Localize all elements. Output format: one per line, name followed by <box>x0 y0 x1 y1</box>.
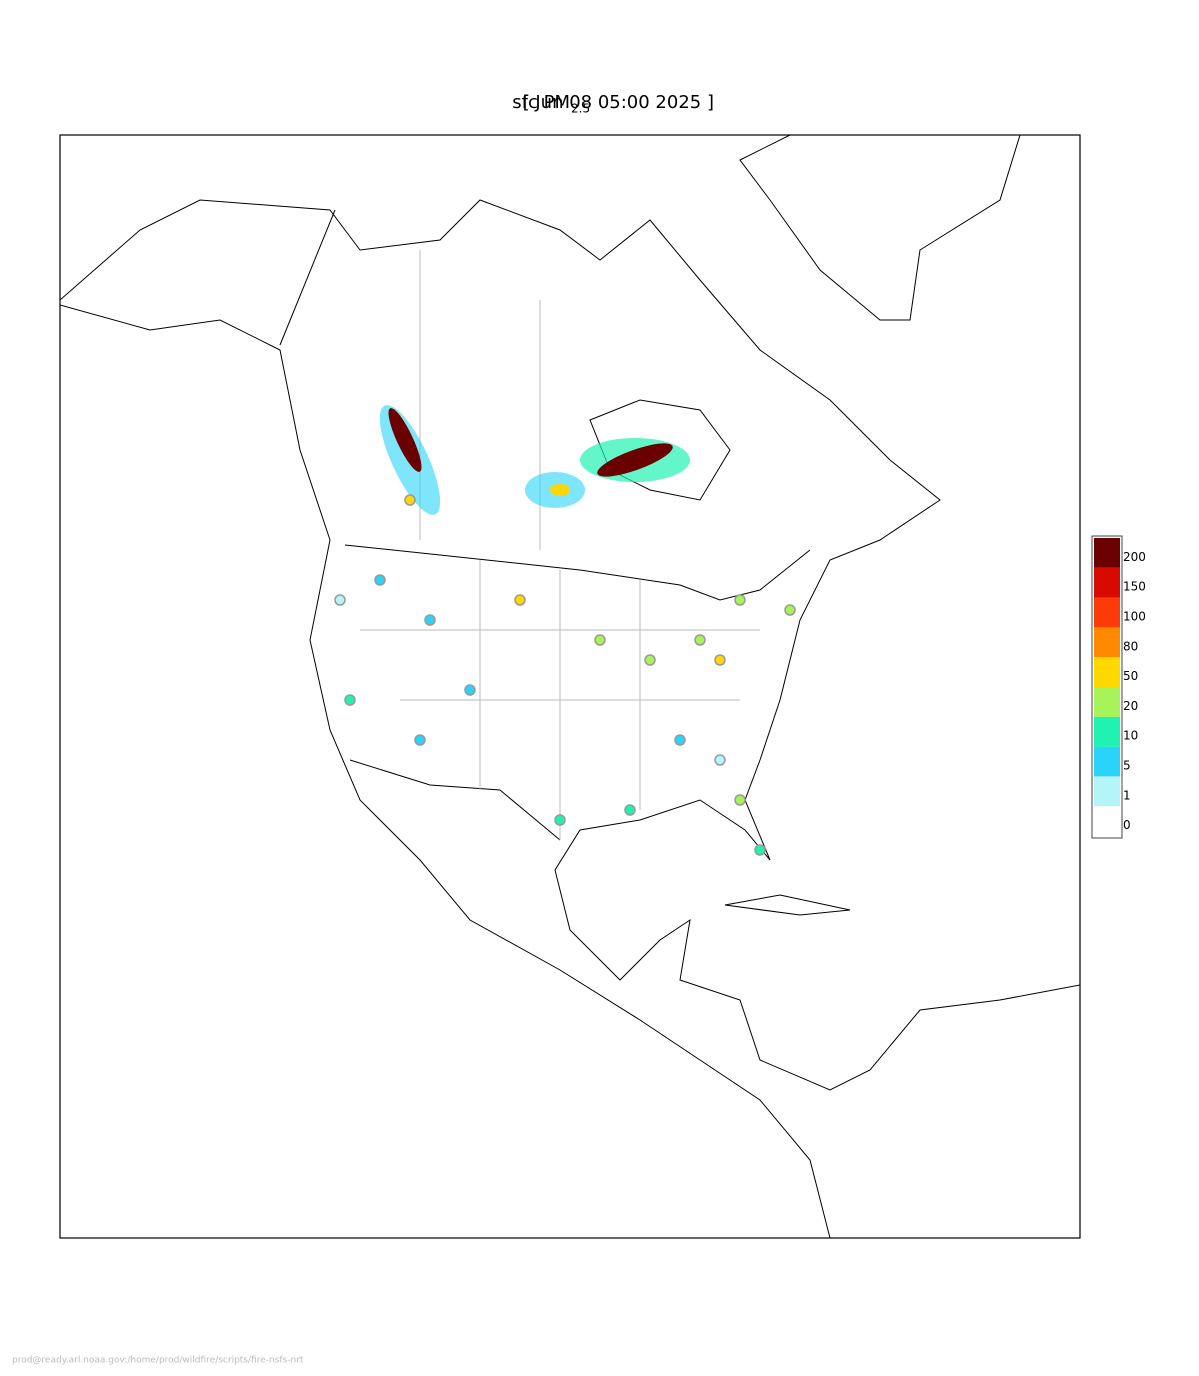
colorbar-label: 20 <box>1123 699 1138 713</box>
colorbar-swatch <box>1094 627 1120 658</box>
colorbar-swatch <box>1094 716 1120 747</box>
colorbar-swatch <box>1094 538 1120 568</box>
title-time: [ Jun 08 05:00 2025 ] <box>523 92 714 113</box>
map-frame <box>59 134 1081 1239</box>
colorbar-label: 0 <box>1123 818 1131 832</box>
colorbar-swatch <box>1094 567 1120 598</box>
colorbar-label: 10 <box>1123 729 1138 743</box>
cuba <box>724 894 851 916</box>
colorbar: 0 1 5 10 20 50 80 100 150 200 <box>1091 535 1146 839</box>
country-border <box>279 209 811 841</box>
colorbar-swatch <box>1094 776 1120 807</box>
colorbar-frame <box>1091 535 1123 839</box>
footer: prod@ready.arl.noaa.gov:/home/prod/wildf… <box>12 1356 304 1366</box>
stations <box>334 494 796 856</box>
colorbar-swatch <box>1094 746 1120 777</box>
colorbar-swatch <box>1094 597 1120 628</box>
colorbar-label: 50 <box>1123 669 1138 683</box>
colorbar-swatch <box>1094 657 1120 687</box>
colorbar-label: 1 <box>1123 788 1131 802</box>
map <box>59 134 1081 1239</box>
title-main: sfc PM <box>512 92 570 113</box>
smoke-plumes <box>379 405 690 515</box>
greenland <box>739 135 1021 321</box>
state-borders <box>360 250 760 840</box>
coastline <box>60 199 1080 1238</box>
colorbar-label: 100 <box>1123 609 1146 623</box>
colorbar-swatch <box>1094 806 1120 836</box>
colorbar-label: 80 <box>1123 639 1138 653</box>
colorbar-label: 150 <box>1123 580 1146 594</box>
colorbar-label: 5 <box>1123 758 1131 772</box>
title-subscript: 2.5 <box>571 102 590 116</box>
colorbar-swatch <box>1094 687 1120 717</box>
colorbar-label: 200 <box>1123 550 1146 564</box>
